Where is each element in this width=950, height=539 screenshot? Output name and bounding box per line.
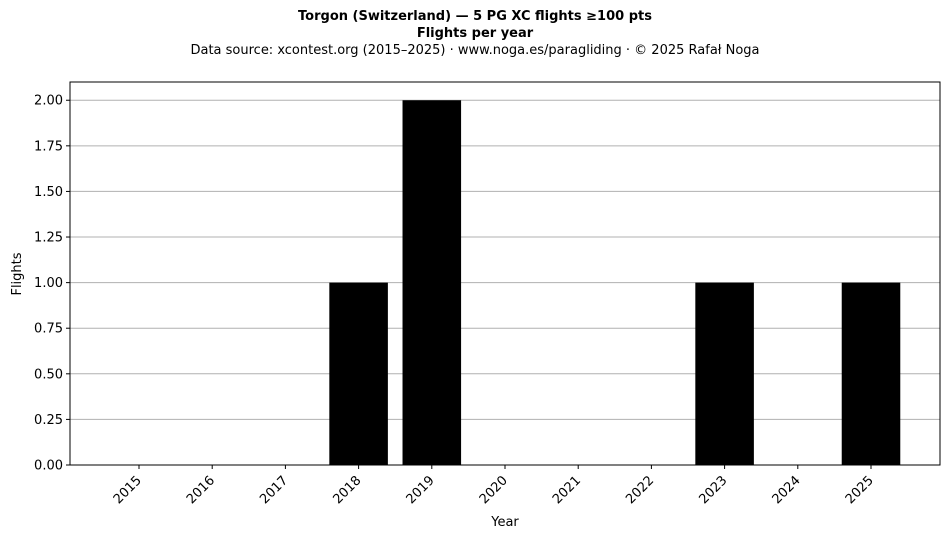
x-tick-label: 2024: [770, 473, 804, 507]
chart-subtitle: Flights per year: [416, 26, 534, 41]
x-tick-label: 2019: [404, 473, 438, 507]
bar-2019: [402, 100, 462, 465]
x-tick-label: 2015: [111, 473, 145, 507]
y-tick-label: 1.00: [34, 276, 63, 291]
chart-title-block: Torgon (Switzerland) — 5 PG XC flights ≥…: [0, 8, 950, 60]
y-tick-label: 1.25: [34, 231, 63, 246]
y-axis-label: Flights: [10, 252, 25, 295]
y-tick-label: 0.75: [34, 322, 63, 337]
y-tick-label: 0.00: [34, 459, 63, 474]
x-tick-label: 2018: [330, 473, 364, 507]
bar-2023: [695, 282, 754, 465]
x-tick-label: 2016: [184, 473, 218, 507]
x-tick-label: 2017: [257, 473, 291, 507]
x-tick-label: 2022: [623, 473, 657, 507]
y-tick-label: 0.50: [34, 367, 63, 382]
plot-frame: [69, 81, 941, 466]
y-axis: 0.00 0.25 0.50 0.75 1.00 1.25 1.50 1.75 2.00: [34, 94, 70, 474]
grid-layer: [70, 99, 940, 466]
y-tick-label: 1.50: [34, 185, 63, 200]
chart-title: Torgon (Switzerland) — 5 PG XC flights ≥…: [298, 9, 652, 24]
x-tick-label: 2025: [843, 473, 877, 507]
y-tick-label: 2.00: [34, 94, 63, 109]
chart-source-note: Data source: xcontest.org (2015–2025) · …: [190, 43, 760, 58]
x-tick-label: 2023: [696, 473, 730, 507]
x-tick-label: 2021: [550, 473, 584, 507]
bar-2018: [329, 282, 388, 465]
bar-2025: [841, 282, 901, 465]
bar-layer: [329, 100, 901, 465]
y-tick-label: 0.25: [34, 413, 63, 428]
x-axis: 2015 2016 2017 2018 2019 2020 2021 2022 2023 2024…: [111, 465, 877, 507]
x-tick-label: 2020: [477, 473, 511, 507]
x-axis-label: Year: [490, 515, 519, 530]
y-tick-label: 1.75: [34, 139, 63, 154]
